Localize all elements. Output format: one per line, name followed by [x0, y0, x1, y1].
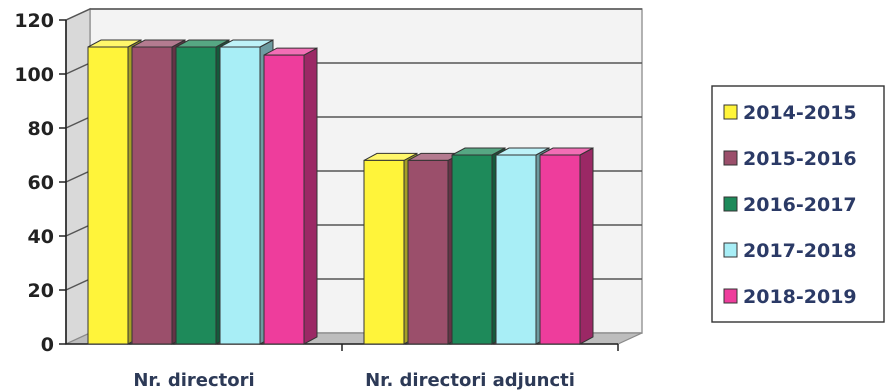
- bar-front: [175, 46, 217, 345]
- x-category-label: Nr. directori: [133, 370, 254, 391]
- legend-swatch: [723, 288, 738, 304]
- bar-front: [539, 154, 581, 345]
- bar-front: [363, 159, 405, 345]
- legend-label: 2018-2019: [743, 286, 857, 308]
- legend-label: 2014-2015: [743, 102, 857, 124]
- bars: [87, 39, 594, 345]
- bar-front: [219, 46, 261, 345]
- legend-label: 2016-2017: [743, 194, 857, 216]
- bar-side: [303, 47, 318, 345]
- y-tick-label: 20: [28, 280, 54, 302]
- legend-swatch: [723, 242, 738, 258]
- bar-front: [495, 154, 537, 345]
- legend-label: 2017-2018: [743, 240, 857, 262]
- x-category-label: Nr. directori adjuncti: [365, 370, 575, 391]
- bar-front: [87, 46, 129, 345]
- y-tick-label: 40: [28, 226, 54, 248]
- bar: [539, 147, 594, 345]
- y-tick-label: 0: [41, 334, 54, 356]
- bar-side: [579, 147, 594, 345]
- bar: [363, 152, 418, 345]
- legend-swatch: [723, 150, 738, 166]
- bar-front: [451, 154, 493, 345]
- axis-labels: 0 20 40 60 80 100 120 Nr. directori Nr. director…: [14, 10, 575, 391]
- bar: [263, 47, 318, 345]
- y-tick-label: 100: [14, 64, 54, 86]
- y-tick-label: 120: [14, 10, 54, 32]
- bar-front: [263, 54, 305, 345]
- bar-front: [131, 46, 173, 345]
- legend-swatch: [723, 104, 738, 120]
- legend-box: [711, 85, 885, 323]
- bar-front: [407, 159, 449, 345]
- y-tick-label: 80: [28, 118, 54, 140]
- legend-swatch: [723, 196, 738, 212]
- legend: 2014-2015 2015-2016 2016-2017 2017-2018 2018…: [711, 85, 885, 323]
- y-tick-label: 60: [28, 172, 54, 194]
- legend-label: 2015-2016: [743, 148, 857, 170]
- gridline: [65, 8, 642, 21]
